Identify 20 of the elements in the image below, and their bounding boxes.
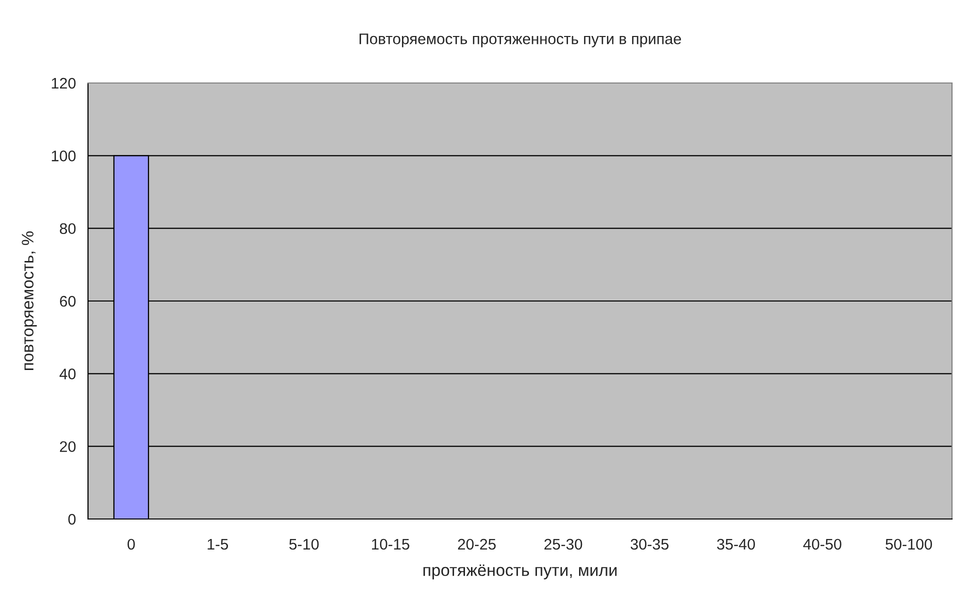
x-tick-label: 5-10 (289, 538, 319, 550)
x-axis-title: протяжёность пути, мили (423, 564, 617, 580)
y-tick-label: 40 (60, 368, 76, 380)
x-tick-label: 40-50 (803, 538, 842, 550)
y-tick-label: 100 (52, 150, 76, 162)
y-tick-label: 80 (60, 223, 76, 234)
y-tick-label: 20 (60, 441, 76, 452)
x-tick-label: 10-15 (372, 538, 410, 550)
chart-title: Повторяемость протяженность пути в припае (360, 34, 681, 48)
x-tick-label: 1-5 (208, 539, 228, 550)
x-tick-label: 25-30 (544, 538, 582, 550)
x-tick-label: 0 (128, 538, 135, 550)
x-tick-label: 30-35 (630, 538, 668, 550)
y-tick-label: 0 (68, 514, 76, 525)
y-tick-label: 60 (60, 296, 76, 307)
x-tick-label: 35-40 (717, 538, 755, 550)
x-tick-label: 50-100 (886, 538, 932, 550)
y-axis-title: повторяемость, % (22, 231, 37, 370)
y-tick-label: 120 (52, 78, 76, 89)
x-tick-label: 20-25 (458, 538, 496, 550)
